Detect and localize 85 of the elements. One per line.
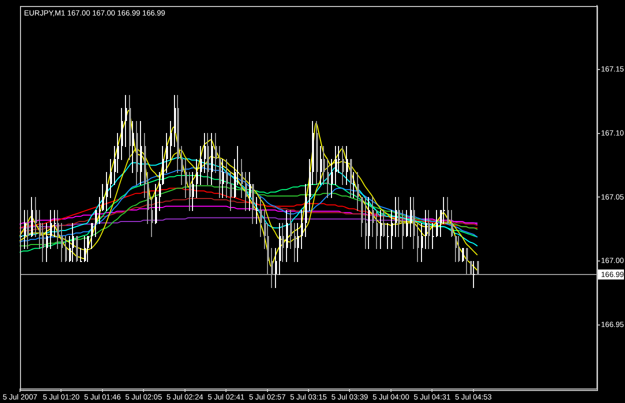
line-series <box>20 148 478 256</box>
candlestick <box>380 210 382 250</box>
candlestick <box>294 222 296 262</box>
candlestick <box>54 210 56 238</box>
candlestick <box>170 120 172 160</box>
candlestick <box>95 210 97 238</box>
candlestick <box>245 172 247 212</box>
candlestick <box>200 146 202 186</box>
candlestick <box>42 222 44 262</box>
candlestick <box>35 196 37 238</box>
candlestick <box>290 210 292 250</box>
candlestick <box>106 172 108 212</box>
candlestick <box>117 132 119 174</box>
candlestick <box>204 132 206 174</box>
candlestick <box>27 210 29 250</box>
candlestick <box>241 158 243 198</box>
candlestick <box>462 248 464 262</box>
candlestick <box>353 172 355 198</box>
candlestick <box>383 210 385 238</box>
candlestick <box>256 196 258 224</box>
candlestick <box>84 236 86 262</box>
candlestick <box>196 158 198 198</box>
candlestick <box>24 210 26 250</box>
candlestick <box>297 222 299 262</box>
candlestick <box>447 196 449 224</box>
candlestick <box>365 196 367 250</box>
candlestick <box>72 222 74 262</box>
candlestick <box>181 146 183 186</box>
line-series <box>20 157 478 246</box>
candlestick <box>458 236 460 262</box>
candlestick <box>102 184 104 212</box>
candlestick <box>402 210 404 250</box>
candlestick <box>57 210 59 250</box>
candlestick <box>80 248 82 262</box>
candlestick <box>327 158 329 198</box>
candlestick <box>301 210 303 250</box>
candlestick <box>132 120 134 174</box>
candlestick <box>125 94 127 148</box>
candlestick <box>230 172 232 212</box>
candlestick <box>421 222 423 262</box>
candlestick <box>249 172 251 212</box>
candlestick <box>335 146 337 186</box>
candlestick <box>387 222 389 250</box>
candlestick <box>46 222 48 262</box>
candlestick <box>166 132 168 174</box>
candlestick <box>282 222 284 262</box>
candlestick <box>398 196 400 238</box>
candlestick <box>192 172 194 212</box>
candlestick <box>65 236 67 262</box>
candlestick <box>443 196 445 224</box>
candlestick <box>87 236 89 262</box>
candlestick <box>342 146 344 186</box>
candlestick <box>357 172 359 212</box>
candlestick <box>428 210 430 250</box>
candlestick <box>226 158 228 198</box>
candlestick <box>376 210 378 250</box>
candlestick <box>395 196 397 238</box>
candlestick <box>50 210 52 250</box>
candlestick <box>473 260 475 288</box>
candlestick <box>346 146 348 186</box>
candlestick <box>391 210 393 250</box>
candlestick <box>151 196 153 238</box>
candlestick <box>372 196 374 238</box>
candlestick <box>451 210 453 238</box>
candlestick <box>417 222 419 262</box>
candlestick <box>275 248 277 288</box>
candlestick <box>260 196 262 238</box>
candlestick <box>410 196 412 238</box>
candlestick <box>455 236 457 262</box>
candlestick <box>331 158 333 198</box>
candlestick <box>406 210 408 238</box>
candlestick <box>185 158 187 198</box>
candlestick <box>432 222 434 250</box>
candlestick <box>91 222 93 250</box>
candlestick <box>215 132 217 174</box>
candlestick <box>61 222 63 262</box>
line-series <box>20 185 478 246</box>
candlestick <box>222 158 224 198</box>
candlestick <box>323 146 325 186</box>
candlestick <box>338 146 340 174</box>
candlestick <box>436 210 438 238</box>
candlestick <box>110 158 112 198</box>
candlestick <box>425 210 427 250</box>
candlestick <box>189 172 191 212</box>
candlestick <box>320 146 322 186</box>
